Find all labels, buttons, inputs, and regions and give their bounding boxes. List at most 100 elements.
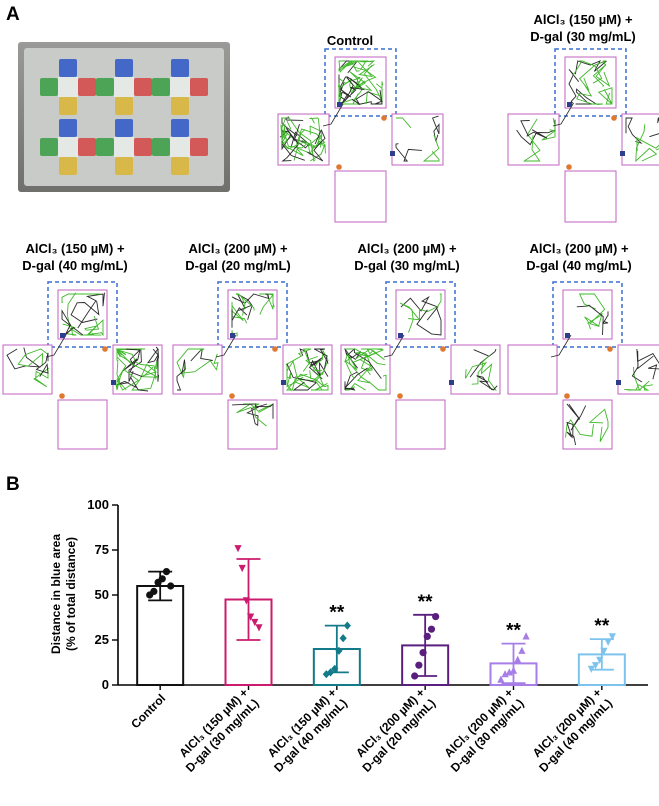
- track-path: [246, 403, 268, 426]
- data-point: [335, 646, 343, 655]
- maze-title-al200-dgal20: AlCl₃ (200 µM) + D-gal (20 mg/mL): [185, 241, 291, 273]
- track-path: [347, 353, 372, 384]
- track-path: [45, 334, 67, 358]
- track-path: [541, 117, 557, 141]
- track-path: [259, 293, 275, 308]
- track-path: [17, 348, 48, 367]
- data-point: [322, 670, 330, 679]
- bar-group-2: **: [312, 603, 361, 686]
- track-path: [419, 293, 442, 321]
- arm-bottom: [334, 170, 387, 223]
- data-point: [509, 666, 518, 674]
- blue-area-box: [217, 281, 288, 348]
- maze-center: [114, 77, 134, 97]
- blue-area-box: [47, 281, 118, 348]
- track-path: [575, 88, 598, 105]
- track-path: [131, 363, 157, 391]
- blue-area-box: [552, 281, 623, 348]
- start-marker: [337, 102, 342, 107]
- data-point: [331, 664, 339, 673]
- end-marker: [566, 164, 572, 170]
- maze-arm-top: [59, 59, 77, 77]
- data-point: [518, 646, 526, 654]
- bar-group-3: **: [401, 592, 450, 686]
- data-point: [604, 638, 612, 646]
- track-path: [396, 117, 412, 129]
- track-path: [574, 60, 607, 75]
- arm-bottom: [227, 399, 278, 450]
- track-path: [310, 383, 329, 391]
- bar-group-5: **: [577, 616, 626, 686]
- track-path: [568, 69, 580, 105]
- y-tick-label: 75: [95, 542, 109, 557]
- end-marker: [564, 393, 570, 399]
- end-marker: [102, 346, 108, 352]
- data-point: [339, 634, 347, 643]
- data-point: [255, 624, 263, 632]
- maze-arm-right: [78, 138, 96, 156]
- maze-arm-left: [96, 138, 114, 156]
- data-point: [343, 621, 351, 630]
- maze-center: [170, 137, 190, 157]
- maze-arm-right: [134, 138, 152, 156]
- data-point: [432, 613, 440, 621]
- track-path: [635, 124, 658, 163]
- maze-arm-bottom: [115, 97, 133, 115]
- track-path: [480, 354, 497, 391]
- data-point: [505, 668, 513, 676]
- x-tick-label-3: AlCl₃ (200 µM) +D-gal (20 mg/mL): [353, 686, 438, 775]
- track-path: [310, 140, 326, 162]
- y-tick-label: 0: [102, 677, 109, 692]
- bar: [136, 585, 185, 686]
- track-path: [280, 117, 287, 142]
- data-point: [167, 582, 175, 590]
- track-path: [368, 374, 387, 391]
- maze-arm-right: [190, 138, 208, 156]
- data-point: [419, 649, 427, 657]
- track-path: [345, 348, 386, 366]
- start-marker: [449, 380, 454, 385]
- track-path: [156, 356, 160, 382]
- track-path: [312, 349, 329, 376]
- maze-arm-top: [171, 59, 189, 77]
- data-point: [162, 568, 171, 576]
- start-marker: [111, 380, 116, 385]
- track-path: [115, 377, 121, 391]
- track-path: [286, 373, 323, 391]
- track-path: [566, 403, 587, 431]
- track-path: [395, 143, 422, 162]
- maze-track-0: [277, 48, 444, 223]
- track-path: [576, 84, 603, 105]
- track-path: [588, 408, 609, 443]
- maze-track-4: [340, 281, 501, 450]
- maze-arm-top: [59, 119, 77, 137]
- maze-arm-right: [78, 78, 96, 96]
- track-path: [285, 348, 312, 372]
- track-path: [116, 356, 140, 391]
- data-point: [423, 632, 431, 640]
- track-path: [215, 334, 237, 358]
- start-marker: [616, 380, 621, 385]
- arm-top: [57, 289, 108, 340]
- maze-arm-left: [152, 78, 170, 96]
- track-path: [550, 334, 572, 358]
- data-point: [251, 618, 259, 627]
- track-path: [61, 309, 84, 336]
- track-path: [627, 366, 650, 391]
- track-path: [231, 293, 270, 304]
- track-path: [116, 348, 159, 378]
- maze-center: [114, 137, 134, 157]
- track-path: [176, 348, 205, 378]
- track-path: [351, 66, 377, 92]
- maze-title-control: Control: [326, 33, 374, 48]
- track-path: [592, 64, 611, 88]
- x-tick-label-0: Control: [128, 691, 168, 731]
- data-point: [591, 662, 600, 670]
- track-path: [342, 60, 359, 69]
- track-path: [349, 71, 367, 102]
- significance-label: **: [506, 621, 521, 642]
- arm-bottom: [562, 399, 613, 450]
- maze-title-al200-dgal40: AlCl₃ (200 µM) + D-gal (40 mg/mL): [526, 241, 632, 273]
- track-path: [520, 120, 548, 139]
- maze-title-al200-dgal30: AlCl₃ (200 µM) + D-gal (30 mg/mL): [354, 241, 460, 273]
